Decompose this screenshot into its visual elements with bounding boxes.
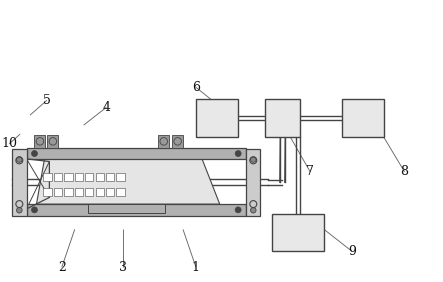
- Bar: [85, 173, 93, 181]
- Text: 7: 7: [306, 165, 314, 178]
- Bar: [85, 188, 93, 196]
- Text: 2: 2: [58, 261, 66, 274]
- Circle shape: [250, 157, 256, 162]
- Bar: [158, 135, 169, 148]
- Bar: [96, 173, 104, 181]
- Bar: [75, 173, 83, 181]
- Bar: [43, 173, 52, 181]
- Bar: [27, 148, 246, 159]
- Circle shape: [31, 207, 38, 213]
- Circle shape: [16, 157, 22, 162]
- Text: 10: 10: [1, 138, 17, 151]
- Bar: [43, 188, 52, 196]
- Circle shape: [31, 151, 38, 157]
- Text: 6: 6: [192, 81, 200, 94]
- Bar: [64, 173, 73, 181]
- Bar: [106, 173, 114, 181]
- Circle shape: [250, 208, 256, 213]
- Bar: [106, 188, 114, 196]
- Bar: [54, 173, 62, 181]
- Bar: [35, 135, 46, 148]
- Bar: [88, 204, 165, 213]
- Text: 3: 3: [120, 261, 128, 274]
- Bar: [272, 213, 324, 251]
- Bar: [117, 188, 124, 196]
- Bar: [12, 149, 27, 216]
- Circle shape: [16, 208, 22, 213]
- Bar: [64, 188, 73, 196]
- Bar: [54, 188, 62, 196]
- Text: 8: 8: [400, 165, 408, 178]
- Circle shape: [235, 151, 241, 157]
- Bar: [96, 188, 104, 196]
- Text: 5: 5: [43, 94, 51, 107]
- Circle shape: [235, 207, 241, 213]
- Bar: [265, 99, 300, 137]
- Bar: [246, 149, 260, 216]
- Bar: [27, 204, 246, 216]
- Bar: [47, 135, 58, 148]
- Text: 9: 9: [348, 245, 356, 258]
- Text: 1: 1: [192, 261, 200, 274]
- Bar: [196, 99, 237, 137]
- Polygon shape: [36, 159, 220, 204]
- Bar: [172, 135, 183, 148]
- Text: 4: 4: [102, 101, 110, 114]
- Bar: [75, 188, 83, 196]
- Bar: [117, 173, 124, 181]
- Bar: [342, 99, 384, 137]
